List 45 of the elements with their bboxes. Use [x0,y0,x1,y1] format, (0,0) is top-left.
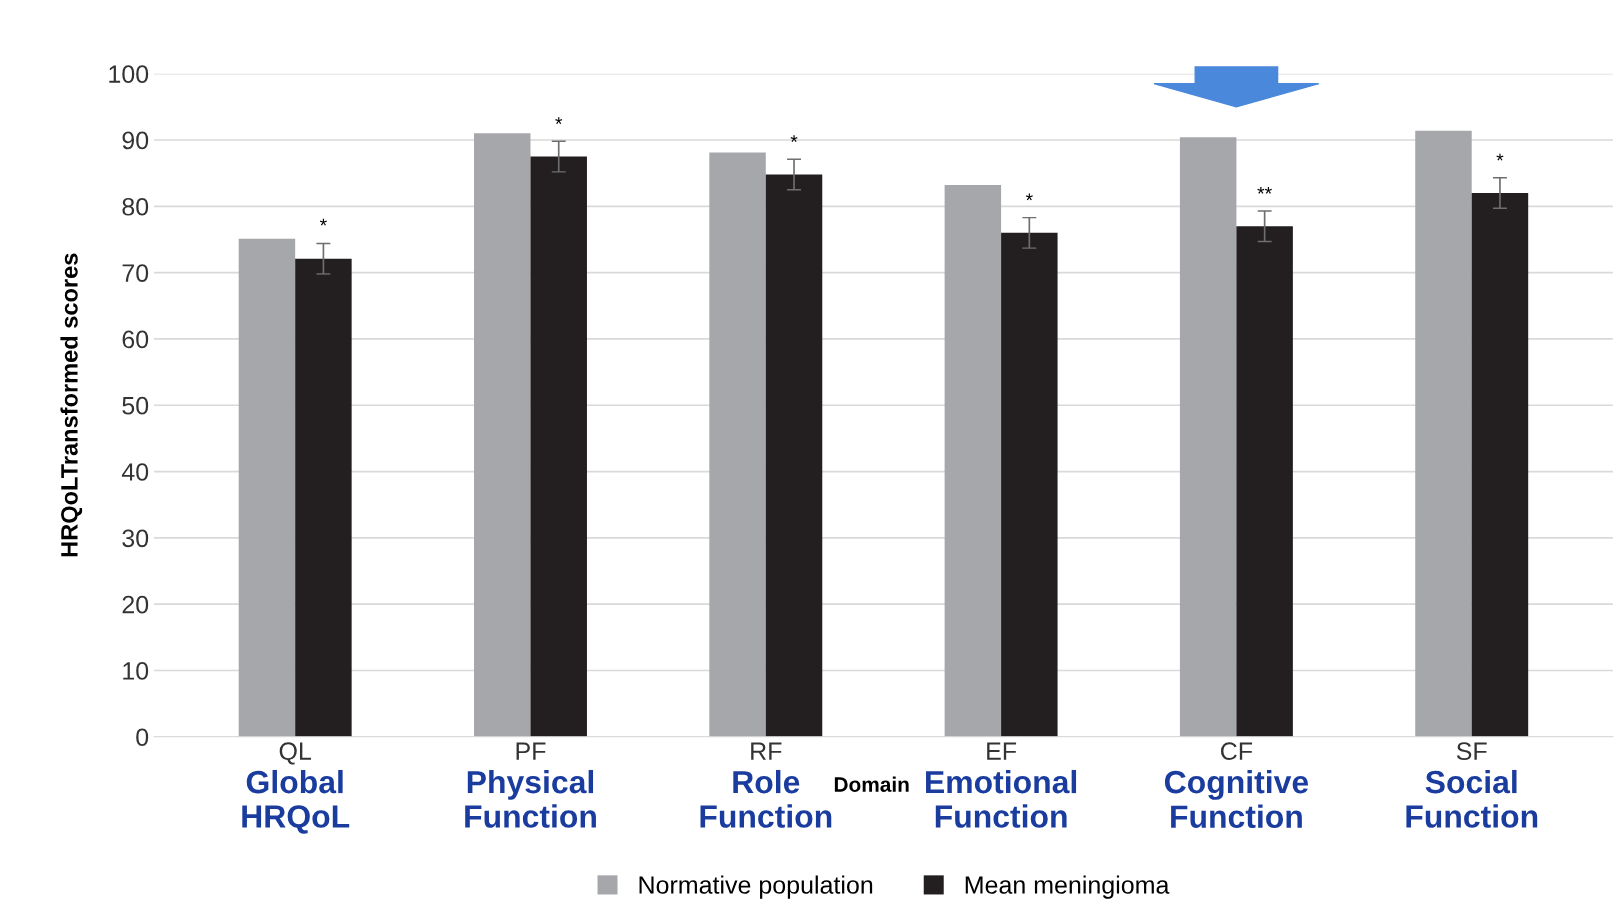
bar [709,152,766,737]
bar [1471,193,1529,737]
annotation: * [790,135,798,143]
annotation: * [1025,193,1033,201]
x-tick-label: PF [516,742,546,760]
text: Global HRQoL [242,769,350,834]
y-tick-label: 90 [122,131,149,150]
annotation: * [555,117,563,125]
x-tick-label: RF [751,742,782,760]
y-tick-label: 0 [136,728,149,747]
x-tick-label: CF [1221,742,1253,761]
bar [474,133,531,737]
y-tick-label: 80 [122,197,149,216]
text: Physical Function [465,769,596,828]
bar [530,156,587,737]
y-tick-label: 30 [122,529,149,548]
bar [765,174,823,737]
y-tick-label: 70 [122,264,149,282]
x-axis-title: Domain [834,776,909,792]
bar [295,258,352,737]
y-tick-label: 100 [109,65,149,83]
bar [238,238,296,737]
annotation: * [1496,153,1504,161]
text: Role Function [700,769,832,828]
x-tick-label: EF [987,742,1017,760]
bar [1179,137,1237,737]
y-axis-title: HRQoLTransformed scores [60,253,83,557]
bar [1236,226,1293,737]
annotation: ** [1257,186,1272,194]
text: Social Function [1406,769,1538,828]
bar [1415,130,1472,737]
x-tick-label: QL [279,742,312,765]
annotation: * [319,218,327,226]
bar [944,185,1002,737]
y-tick-label: 40 [121,463,149,481]
y-tick-label: 60 [122,330,149,349]
legend-label: Mean meningioma [965,875,1170,899]
text: Cognitive Function [1164,769,1309,828]
legend-label: Normative population [639,875,873,899]
bar [1001,232,1058,737]
y-tick-label: 20 [122,595,149,614]
y-tick-label: 50 [122,396,149,415]
y-tick-label: 10 [123,662,149,680]
x-tick-label: SF [1456,742,1487,761]
text: Emotional Function [926,769,1077,828]
